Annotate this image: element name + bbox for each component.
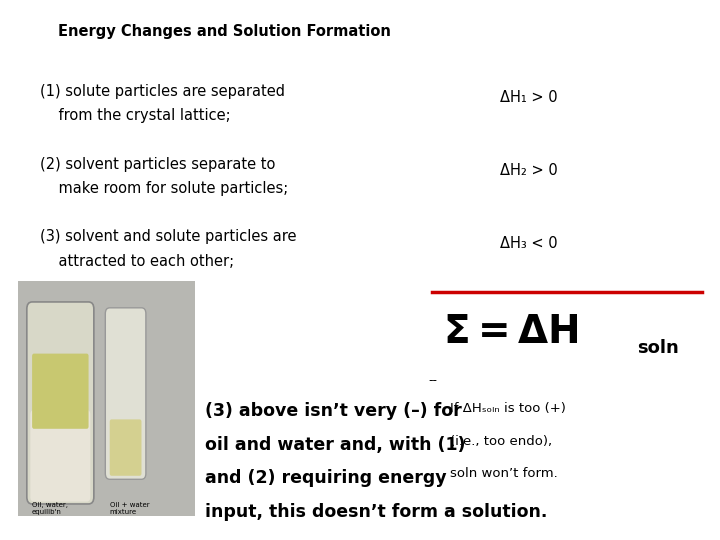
Text: soln won’t form.: soln won’t form. xyxy=(450,467,558,480)
Text: (2) solvent particles separate to: (2) solvent particles separate to xyxy=(40,157,275,172)
Text: oil and water and, with (1): oil and water and, with (1) xyxy=(205,436,466,454)
Text: If ΔHₛₒₗₙ is too (+): If ΔHₛₒₗₙ is too (+) xyxy=(450,402,566,415)
Text: soln: soln xyxy=(637,339,679,357)
Text: (1) solute particles are separated: (1) solute particles are separated xyxy=(40,84,284,99)
Text: attracted to each other;: attracted to each other; xyxy=(40,254,234,269)
FancyBboxPatch shape xyxy=(32,354,89,429)
Text: Oil + water
mixture: Oil + water mixture xyxy=(109,502,149,515)
Text: --: -- xyxy=(428,374,438,387)
Text: input, this doesn’t form a solution.: input, this doesn’t form a solution. xyxy=(205,503,548,521)
Text: $\mathbf{\Sigma = \Delta H}$: $\mathbf{\Sigma = \Delta H}$ xyxy=(443,313,578,351)
FancyBboxPatch shape xyxy=(27,302,94,504)
Text: Energy Changes and Solution Formation: Energy Changes and Solution Formation xyxy=(58,24,390,39)
Text: (3) solvent and solute particles are: (3) solvent and solute particles are xyxy=(40,230,296,245)
Text: Oil, water,
equilib'n: Oil, water, equilib'n xyxy=(32,502,68,515)
FancyBboxPatch shape xyxy=(109,420,141,476)
FancyBboxPatch shape xyxy=(105,308,146,480)
Text: and (2) requiring energy: and (2) requiring energy xyxy=(205,469,447,487)
Text: ΔH₃ < 0: ΔH₃ < 0 xyxy=(500,235,558,251)
Text: ΔH₂ > 0: ΔH₂ > 0 xyxy=(500,163,558,178)
Text: (i.e., too endo),: (i.e., too endo), xyxy=(450,435,552,448)
Text: from the crystal lattice;: from the crystal lattice; xyxy=(40,108,230,123)
FancyBboxPatch shape xyxy=(30,410,90,502)
Text: make room for solute particles;: make room for solute particles; xyxy=(40,181,288,196)
Text: ΔH₁ > 0: ΔH₁ > 0 xyxy=(500,90,558,105)
Text: (3) above isn’t very (–) for: (3) above isn’t very (–) for xyxy=(205,402,462,420)
